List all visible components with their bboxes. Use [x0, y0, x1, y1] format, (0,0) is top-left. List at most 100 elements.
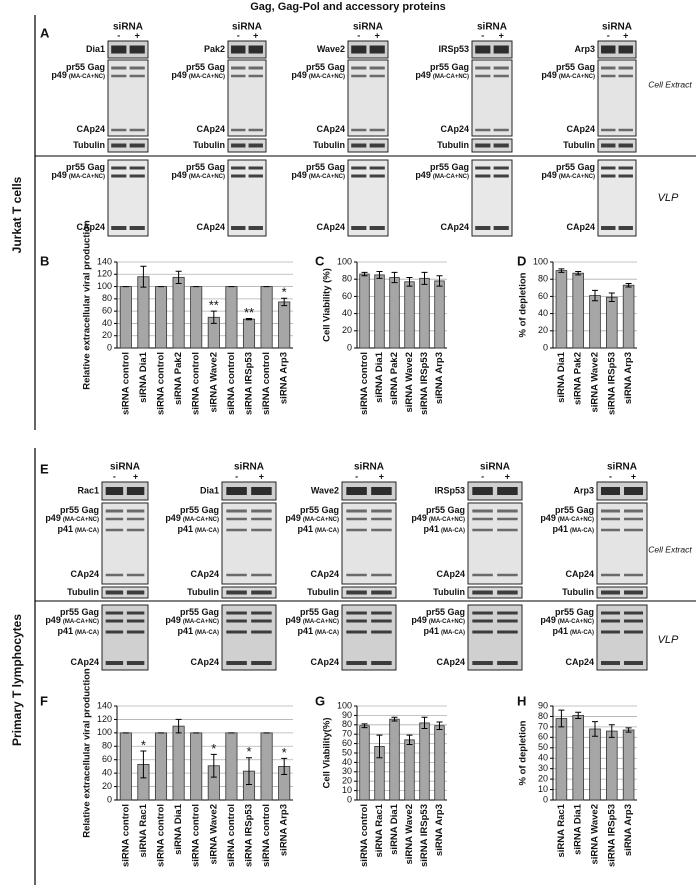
blot-band: [105, 517, 124, 521]
band-name: p41: [57, 524, 73, 534]
blot: [596, 586, 648, 599]
band-label: p49 (MA-CA+NC): [291, 170, 345, 180]
vlp-label: VLP: [658, 192, 679, 204]
blot: [347, 40, 389, 59]
band-note: (MA-CA+NC): [63, 517, 99, 523]
band-name: CAp24: [566, 124, 595, 134]
tubulin-label: Tubulin: [563, 140, 595, 150]
error-bar: [376, 270, 383, 279]
band-name: p41: [297, 524, 313, 534]
y-tick-label: 40: [342, 757, 352, 767]
band-name: pr55 Gag: [426, 607, 465, 617]
blot-band: [624, 611, 643, 615]
figure-title: Gag, Gag-Pol and accessory proteins: [250, 1, 446, 13]
protein-label: Wave2: [317, 44, 345, 54]
blot-band: [251, 611, 272, 615]
bar: [555, 270, 568, 349]
tubulin-label: Tubulin: [433, 587, 465, 597]
blot-band: [475, 45, 491, 54]
band-note: (MA-CA+NC): [559, 74, 595, 80]
blot: [221, 586, 277, 599]
band-label: p41 (MA-CA): [57, 524, 99, 534]
blot-band: [129, 128, 145, 132]
error-bar: [361, 723, 368, 729]
blot-band: [346, 619, 367, 623]
error-bar: [246, 318, 252, 321]
x-tick-label: siRNA IRSp53: [244, 352, 255, 415]
band-name: CAp24: [565, 657, 594, 667]
y-tick-label: 50: [538, 742, 548, 752]
band-name: p49: [291, 70, 307, 80]
blot-band: [624, 630, 643, 634]
x-tick-label: siRNA Dia1: [138, 351, 149, 403]
x-tick-label: siRNA Rac1: [138, 803, 149, 857]
error-bar: [421, 271, 428, 285]
blot-band: [111, 143, 127, 148]
blot-band: [251, 517, 272, 521]
blot-band: [624, 509, 643, 513]
error-bar: [558, 709, 565, 728]
blot-band: [371, 517, 392, 521]
band-label: pr55 Gag: [556, 62, 595, 72]
blot-band: [475, 66, 491, 70]
band-name: CAp24: [436, 657, 465, 667]
blot-band: [111, 166, 127, 170]
minus-label: -: [235, 471, 238, 481]
blot: [597, 59, 637, 137]
blot-band: [105, 590, 124, 595]
minus-label: -: [607, 30, 610, 40]
blot-band: [248, 226, 263, 230]
band-label: p41 (MA-CA): [423, 524, 465, 534]
blot-band: [601, 166, 616, 170]
bar: [389, 718, 400, 801]
y-tick-label: 40: [538, 308, 548, 318]
blot-band: [601, 630, 620, 634]
plus-label: +: [379, 471, 384, 481]
band-label: p49 (MA-CA+NC): [285, 513, 339, 523]
blot-band: [111, 74, 127, 78]
error-bar: [140, 265, 147, 288]
blot-band: [105, 509, 124, 513]
significance: *: [211, 741, 216, 756]
band-name: pr55 Gag: [430, 162, 469, 172]
y-tick-label: 40: [538, 753, 548, 763]
blot-band: [601, 611, 620, 615]
y-axis-label: Cell Viability(%): [322, 717, 333, 788]
blot: [597, 40, 637, 59]
protein-label: Rac1: [77, 485, 99, 495]
band-label: CAp24: [196, 222, 225, 232]
band-note: (MA-CA+NC): [69, 74, 105, 80]
blot-band: [231, 226, 246, 230]
band-note: (MA-CA): [195, 528, 219, 534]
band-name: pr55 Gag: [555, 505, 594, 515]
blot-band: [231, 143, 246, 148]
band-note: (MA-CA): [75, 528, 99, 534]
band-label: p49 (MA-CA+NC): [291, 70, 345, 80]
band-note: (MA-CA+NC): [558, 619, 594, 625]
blot: [597, 159, 637, 237]
blot-band: [226, 590, 247, 595]
protein-label: Pak2: [204, 44, 225, 54]
blot: [341, 586, 397, 599]
bar: [172, 276, 185, 349]
error-bar: [376, 734, 383, 759]
band-label: p49 (MA-CA+NC): [45, 513, 99, 523]
bar: [172, 725, 185, 801]
x-tick-label: siRNA control: [120, 352, 131, 415]
blot-band: [371, 509, 392, 513]
bar: [260, 286, 273, 349]
blot-band: [601, 128, 616, 132]
blot-band: [251, 630, 272, 634]
x-tick-label: siRNA Arp3: [279, 352, 290, 404]
sirna-label: siRNA: [110, 462, 140, 473]
band-label: pr55 Gag: [186, 162, 225, 172]
y-tick-label: 80: [102, 293, 112, 303]
y-tick-label: 10: [342, 785, 352, 795]
significance: *: [282, 285, 287, 300]
extract-label: Cell Extract: [648, 79, 692, 89]
protein-label: Wave2: [311, 485, 339, 495]
error-bar: [175, 718, 182, 734]
blot-band: [126, 611, 145, 615]
y-tick-label: 120: [97, 269, 112, 279]
band-label: CAp24: [436, 569, 465, 579]
